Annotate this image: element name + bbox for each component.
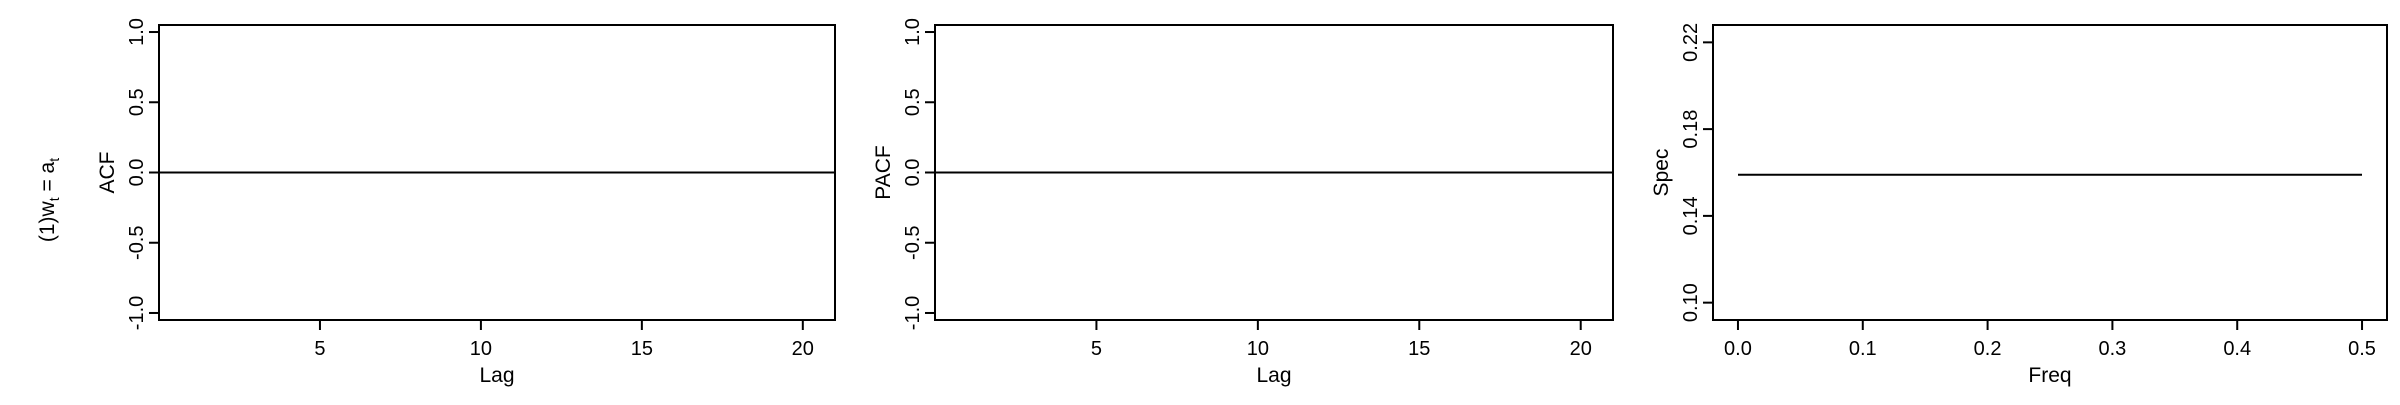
x-tick-label: 15 bbox=[1408, 338, 1430, 360]
chart-panel-1: 5 10 15 20 -1.0 -0.5 0.0 0.5 1.0 Lag ACF bbox=[96, 18, 836, 387]
row-label-rhs-sub: t bbox=[46, 158, 62, 162]
x-tick-label: 0.0 bbox=[1724, 338, 1752, 360]
row-label-lhs: w bbox=[36, 200, 59, 217]
x-tick-label: 20 bbox=[792, 338, 814, 360]
y-tick-label: 1.0 bbox=[126, 18, 148, 46]
x-tick-label: 10 bbox=[470, 338, 492, 360]
x-tick-label: 5 bbox=[1091, 338, 1102, 360]
panels: 5 10 15 20 -1.0 -0.5 0.0 0.5 1.0 Lag ACF 5 10 15 20 -1.… bbox=[96, 18, 2388, 387]
y-tick-label: -1.0 bbox=[126, 296, 148, 330]
x-tick-label: 15 bbox=[631, 338, 653, 360]
row-label-rhs: a bbox=[36, 161, 59, 173]
y-tick-label: 0.14 bbox=[1680, 196, 1702, 235]
row-label-prefix: (1) bbox=[36, 216, 59, 242]
plot-frame bbox=[1712, 24, 2388, 321]
x-tick-label: 5 bbox=[314, 338, 325, 360]
x-tick-label: 0.2 bbox=[1974, 338, 2002, 360]
y-axis-title: ACF bbox=[96, 152, 119, 194]
row-label-eq: = bbox=[36, 173, 59, 197]
y-axis-title: PACF bbox=[872, 145, 895, 199]
y-tick-label: 0.5 bbox=[902, 88, 924, 116]
chart-panel-3: 0.0 0.1 0.2 0.3 0.4 0.5 0.10 0.14 0.18 0.22 Freq Sp… bbox=[1650, 23, 2388, 387]
y-tick-label: 0.0 bbox=[902, 159, 924, 187]
y-axis-title: Spec bbox=[1650, 149, 1673, 197]
y-tick-label: 1.0 bbox=[902, 18, 924, 46]
y-tick-label: 0.10 bbox=[1680, 283, 1702, 322]
row-label-lhs-sub: t bbox=[46, 197, 62, 201]
x-axis-title: Lag bbox=[479, 364, 514, 387]
x-tick-label: 0.4 bbox=[2223, 338, 2251, 360]
x-tick-label: 0.5 bbox=[2348, 338, 2376, 360]
y-tick-label: 0.0 bbox=[126, 159, 148, 187]
x-tick-label: 0.3 bbox=[2099, 338, 2127, 360]
y-tick-label: 0.18 bbox=[1680, 110, 1702, 149]
x-axis-title: Freq bbox=[2028, 364, 2071, 387]
y-tick-label: 0.22 bbox=[1680, 23, 1702, 62]
y-tick-label: -1.0 bbox=[902, 296, 924, 330]
x-tick-label: 10 bbox=[1247, 338, 1269, 360]
y-tick-label: -0.5 bbox=[902, 226, 924, 260]
x-tick-label: 0.1 bbox=[1849, 338, 1877, 360]
x-tick-label: 20 bbox=[1570, 338, 1592, 360]
chart-panel-2: 5 10 15 20 -1.0 -0.5 0.0 0.5 1.0 Lag PACF bbox=[872, 18, 1614, 387]
x-axis-title: Lag bbox=[1256, 364, 1291, 387]
y-tick-label: -0.5 bbox=[126, 226, 148, 260]
y-tick-label: 0.5 bbox=[126, 88, 148, 116]
row-label: (1)wt = at bbox=[36, 158, 62, 242]
